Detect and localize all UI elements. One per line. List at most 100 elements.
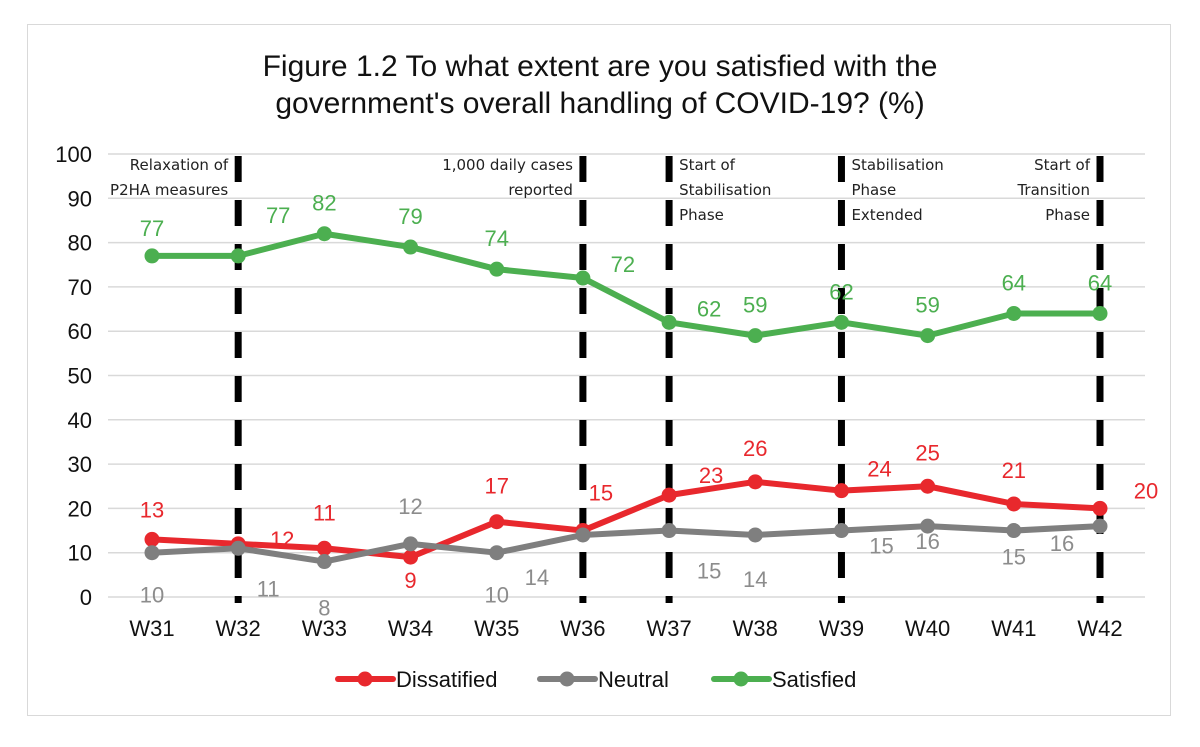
- event-annotation: Start of: [679, 156, 736, 174]
- x-tick-label: W32: [216, 616, 261, 641]
- event-annotation: Extended: [851, 206, 922, 224]
- event-annotation: Start of: [1034, 156, 1091, 174]
- y-tick-label: 30: [68, 452, 92, 477]
- y-tick-label: 80: [68, 231, 92, 256]
- x-tick-label: W41: [991, 616, 1036, 641]
- gridlines: [108, 153, 1145, 598]
- data-label: 12: [270, 527, 294, 552]
- data-label: 21: [1002, 458, 1026, 483]
- x-tick-label: W40: [905, 616, 950, 641]
- data-label: 64: [1002, 270, 1026, 295]
- chart-title: Figure 1.2 To what extent are you satisf…: [0, 48, 1200, 122]
- data-label: 17: [484, 474, 508, 499]
- data-point-dissatified: [316, 540, 332, 556]
- data-point-dissatified: [403, 549, 419, 565]
- event-annotation: Relaxation of: [130, 156, 229, 174]
- y-tick-label: 100: [55, 142, 92, 167]
- data-point-dissatified: [144, 531, 160, 547]
- x-tick-label: W39: [819, 616, 864, 641]
- chart-title-line-2: government's overall handling of COVID-1…: [275, 87, 925, 120]
- event-annotation: Transition: [1016, 181, 1090, 199]
- data-label: 15: [1002, 545, 1026, 570]
- data-label: 12: [398, 494, 422, 519]
- data-point-dissatified: [833, 483, 849, 499]
- series-lines: [144, 226, 1108, 570]
- data-label: 15: [869, 534, 893, 559]
- data-point-neutral: [920, 518, 936, 534]
- data-point-dissatified: [1092, 500, 1108, 516]
- data-point-satisfied: [230, 248, 246, 264]
- data-label: 82: [312, 191, 336, 216]
- series-line-dissatified: [151, 478, 1101, 561]
- x-tick-label: W34: [388, 616, 433, 641]
- x-tick-label: W37: [646, 616, 691, 641]
- data-point-dissatified: [1006, 496, 1022, 512]
- data-label: 79: [398, 204, 422, 229]
- legend-label: Neutral: [598, 667, 669, 692]
- data-label: 72: [611, 252, 635, 277]
- data-label: 23: [699, 463, 723, 488]
- data-point-dissatified: [920, 478, 936, 494]
- data-label: 62: [829, 279, 853, 304]
- y-tick-label: 0: [80, 585, 92, 610]
- y-tick-label: 50: [68, 364, 92, 389]
- data-label: 59: [915, 293, 939, 318]
- data-label: 14: [743, 567, 767, 592]
- legend-swatch-marker: [733, 671, 749, 687]
- data-point-satisfied: [661, 314, 677, 330]
- event-annotation: 1,000 daily cases: [442, 156, 573, 174]
- x-tick-label: W36: [560, 616, 605, 641]
- x-tick-label: W31: [129, 616, 174, 641]
- data-label: 20: [1134, 478, 1158, 503]
- data-point-neutral: [1006, 523, 1022, 539]
- data-label: 77: [140, 216, 164, 241]
- legend-swatch-marker: [357, 671, 373, 687]
- data-point-satisfied: [489, 261, 505, 277]
- legend-item-neutral: Neutral: [537, 667, 669, 692]
- data-point-satisfied: [403, 239, 419, 255]
- data-point-neutral: [661, 523, 677, 539]
- legend-label: Dissatified: [396, 667, 497, 692]
- series-line-satisfied: [152, 230, 1100, 339]
- event-annotation: Phase: [679, 206, 724, 224]
- data-label: 24: [867, 457, 891, 482]
- data-point-neutral: [1092, 518, 1108, 534]
- data-label: 25: [915, 440, 939, 465]
- series-line-neutral: [151, 523, 1101, 565]
- x-tick-label: W35: [474, 616, 519, 641]
- event-annotation: reported: [508, 181, 573, 199]
- data-point-dissatified: [489, 514, 505, 530]
- data-label: 14: [525, 565, 549, 590]
- data-point-neutral: [575, 527, 591, 543]
- data-label: 10: [484, 583, 508, 608]
- data-point-neutral: [144, 545, 160, 561]
- data-label: 8: [318, 596, 330, 621]
- data-label: 62: [697, 296, 721, 321]
- data-point-satisfied: [144, 248, 160, 264]
- data-label: 64: [1088, 270, 1112, 295]
- event-annotation: P2HA measures: [110, 181, 228, 199]
- x-tick-label: W38: [733, 616, 778, 641]
- data-label: 16: [1050, 531, 1074, 556]
- y-tick-label: 10: [68, 541, 92, 566]
- data-label: 9: [404, 568, 416, 593]
- y-tick-label: 60: [68, 319, 92, 344]
- data-point-satisfied: [920, 328, 936, 344]
- chart-frame: [27, 24, 1171, 716]
- event-annotation: Stabilisation: [679, 181, 771, 199]
- data-point-satisfied: [833, 314, 849, 330]
- data-point-dissatified: [661, 487, 677, 503]
- x-tick-label: W33: [302, 616, 347, 641]
- legend-label: Satisfied: [772, 667, 856, 692]
- data-point-satisfied: [1006, 305, 1022, 321]
- data-label: 74: [484, 226, 508, 251]
- data-label: 26: [743, 436, 767, 461]
- y-tick-label: 40: [68, 408, 92, 433]
- y-tick-label: 70: [68, 275, 92, 300]
- event-annotation: Stabilisation: [851, 156, 943, 174]
- data-point-neutral: [316, 554, 332, 570]
- data-point-dissatified: [747, 474, 763, 490]
- data-point-neutral: [230, 540, 246, 556]
- data-label: 15: [589, 481, 613, 506]
- legend-item-dissatified: Dissatified: [335, 667, 497, 692]
